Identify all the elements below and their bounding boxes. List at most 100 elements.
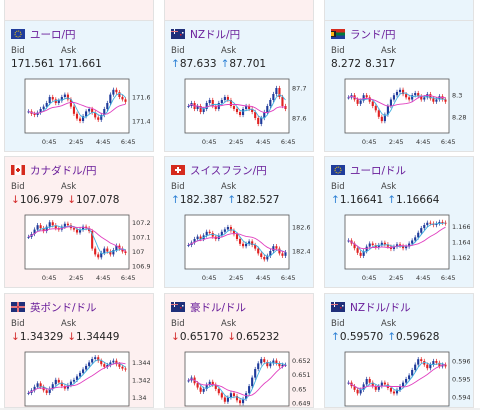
rate-card[interactable]: NZドル/ドル Bid Ask ↑0.59570 ↑0.59628 0.596 0.595 0… (324, 293, 474, 408)
currency-pair-name[interactable]: 豪ドル/ドル (190, 301, 247, 314)
card-title[interactable]: ユーロ/円 (11, 27, 76, 41)
candle-body (392, 95, 396, 100)
y-tick-label: 87.6 (292, 115, 306, 123)
currency-pair-name[interactable]: ランド/円 (350, 28, 396, 41)
candle-body (48, 388, 51, 393)
currency-pair-name[interactable]: スイスフラン/円 (190, 164, 267, 177)
rate-chart[interactable]: 0.596 0.595 0.594 (331, 348, 470, 407)
currency-pair-name[interactable]: ユーロ/ドル (350, 164, 407, 177)
card-title[interactable]: NZドル/円 (171, 27, 240, 41)
bid-ask-labels: Bid Ask (11, 46, 111, 56)
candle-body (205, 384, 208, 389)
rate-card[interactable]: NZドル/円 Bid Ask ↑87.633 ↑87.701 87.7 87.6 0:45 2:… (164, 20, 314, 152)
candle-body (432, 361, 435, 365)
candle-body (63, 385, 66, 389)
rate-card[interactable]: ユーロ/ドル Bid Ask ↑1.16641 ↑1.16664 1.166 1.164 1.… (324, 156, 474, 288)
arrow-up-icon: ↑ (227, 194, 237, 206)
moving-average-long-line (188, 233, 286, 253)
rate-chart[interactable]: 182.6 182.4 0:45 2:45 4:45 6:45 (171, 211, 310, 285)
rate-chart[interactable]: 8.3 8.28 0:45 2:45 4:45 6:45 (331, 75, 470, 149)
rate-chart[interactable]: 107.2 107.1 107 106.9 0:45 2:45 4:45 6:45 (11, 211, 150, 285)
x-tick-label: 0:45 (202, 138, 217, 146)
candle-body (202, 388, 205, 392)
candle-body (398, 244, 402, 246)
currency-pair-name[interactable]: NZドル/ドル (350, 301, 411, 314)
bid-ask-labels: Bid Ask (331, 319, 431, 329)
bid-ask-labels: Bid Ask (11, 319, 111, 329)
rate-card-top-center[interactable] (164, 0, 314, 22)
rate-chart[interactable]: 1.166 1.164 1.162 0:45 2:45 4:45 6:45 (331, 211, 470, 285)
currency-pair-name[interactable]: NZドル/円 (190, 28, 241, 41)
currency-pair-name[interactable]: ユーロ/円 (30, 28, 76, 41)
candle-body (417, 93, 420, 97)
rate-card-top-left[interactable] (4, 0, 154, 22)
candle-body (106, 365, 109, 367)
moving-average-long-line (28, 226, 126, 252)
candle-body (383, 114, 386, 122)
y-tick-label: 182.4 (292, 248, 310, 256)
candle-body (193, 239, 196, 243)
candle-body (48, 97, 51, 103)
candlestick-chart: 0.596 0.595 0.594 (344, 351, 470, 407)
card-title[interactable]: スイスフラン/円 (171, 163, 267, 177)
rate-chart[interactable]: 1.344 1.342 1.34 (11, 348, 150, 407)
rate-chart[interactable]: 171.6 171.4 0:45 2:45 4:45 6:45 (11, 75, 150, 149)
rate-card[interactable]: 英ポンド/ドル Bid Ask ↓1.34329 ↓1.34449 1.344 1.342 1… (4, 293, 154, 408)
candle-body (438, 221, 441, 224)
candle-body (272, 246, 275, 251)
card-title[interactable]: ユーロ/ドル (331, 163, 406, 177)
candle-body (275, 246, 278, 249)
candle-body (377, 110, 380, 117)
bid-ask-labels: Bid Ask (171, 46, 271, 56)
candle-body (91, 231, 94, 249)
x-tick-label: 4:45 (256, 138, 271, 146)
candle-body (100, 252, 103, 258)
candle-body (33, 113, 36, 115)
arrow-up-icon: ↑ (171, 194, 180, 206)
currency-pair-name[interactable]: カナダドル/円 (30, 164, 97, 177)
rate-card[interactable]: カナダドル/円 Bid Ask ↓106.979 ↓107.078 107.2 107.1 1… (4, 156, 154, 288)
candle-body (408, 375, 411, 379)
rate-card[interactable]: ランド/円 Bid Ask 8.272 8.317 8.3 8.28 0:45 2:45 4:45… (324, 20, 474, 152)
candle-body (248, 106, 251, 109)
candle-body (414, 237, 417, 241)
candle-body (242, 398, 245, 404)
candle-body (121, 97, 124, 100)
y-tick-label: 8.3 (452, 92, 462, 100)
card-title[interactable]: 英ポンド/ドル (11, 300, 97, 314)
rate-card[interactable]: スイスフラン/円 Bid Ask ↑182.387 ↑182.527 182.6 182.4… (164, 156, 314, 288)
candle-body (405, 246, 408, 249)
rate-card[interactable]: 豪ドル/ドル Bid Ask ↓0.65170 ↓0.65232 0.652 0.651 0.… (164, 293, 314, 408)
x-tick-label: 0:45 (42, 138, 57, 146)
candle-body (263, 359, 266, 362)
x-tick-label: 2:45 (229, 138, 244, 146)
rate-chart[interactable]: 87.7 87.6 0:45 2:45 4:45 6:45 (171, 75, 310, 149)
candlestick-chart: 1.166 1.164 1.162 0:45 2:45 4:45 6:45 (344, 214, 470, 282)
candle-body (124, 251, 127, 253)
bid-value: 87.633 (179, 58, 217, 70)
candle-body (205, 103, 208, 109)
candle-body (124, 99, 127, 102)
candle-body (257, 248, 260, 254)
candle-body (411, 95, 414, 100)
card-title[interactable]: カナダドル/円 (11, 163, 97, 177)
candle-body (420, 359, 423, 361)
card-title[interactable]: 豪ドル/ドル (171, 300, 246, 314)
candle-body (118, 364, 121, 367)
candle-body (75, 113, 79, 119)
rate-card[interactable]: ユーロ/円 Bid Ask 171.561 171.661 171.6 171.4 0:45 2… (4, 20, 154, 152)
currency-pair-name[interactable]: 英ポンド/ドル (30, 301, 97, 314)
arrow-up-icon: ↑ (387, 331, 397, 343)
candle-body (94, 357, 97, 359)
x-tick-label: 6:45 (281, 274, 296, 282)
card-title[interactable]: ランド/円 (331, 27, 396, 41)
rate-chart[interactable]: 0.652 0.651 0.65 0.649 (171, 348, 310, 407)
card-title[interactable]: NZドル/ドル (331, 300, 411, 314)
y-tick-label: 1.34 (132, 394, 146, 402)
y-tick-label: 171.4 (132, 118, 150, 126)
candle-body (356, 248, 359, 253)
nz-flag-icon (331, 302, 345, 312)
moving-average-short-line (348, 92, 446, 117)
candle-body (281, 364, 284, 367)
rate-card-top-right[interactable] (324, 0, 474, 22)
